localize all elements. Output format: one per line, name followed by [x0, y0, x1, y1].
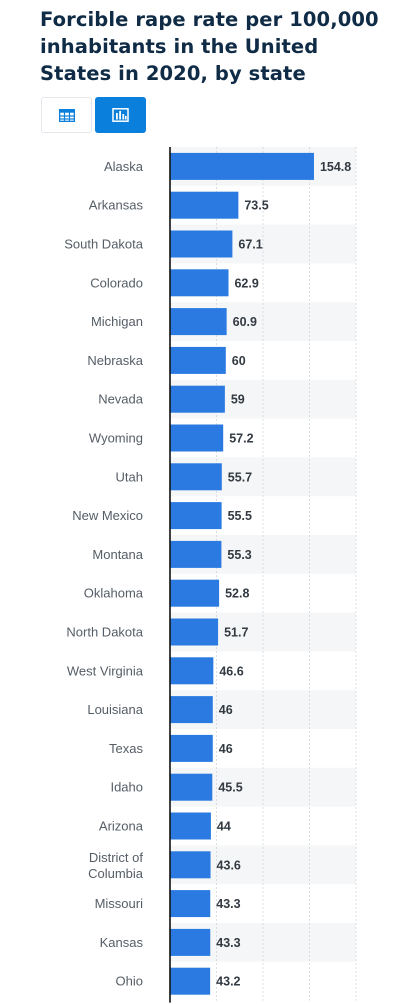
bar-nebraska	[170, 346, 226, 374]
category-label: Nevada	[98, 392, 144, 407]
value-label: 62.9	[234, 276, 258, 290]
bar-wyoming	[170, 424, 224, 452]
category-label: Louisiana	[87, 702, 143, 717]
bar-district-of-columbia	[170, 851, 211, 879]
value-label: 46	[219, 703, 233, 717]
bar-chart-view-button[interactable]	[95, 97, 146, 133]
value-label: 73.5	[244, 199, 268, 213]
bar-montana	[170, 540, 222, 568]
category-label: Michigan	[91, 314, 143, 329]
value-label: 55.7	[228, 470, 252, 484]
category-label: Utah	[116, 469, 143, 484]
category-label: Missouri	[95, 896, 144, 911]
value-label: 154.8	[320, 160, 351, 174]
bar-michigan	[170, 308, 227, 336]
table-icon	[58, 108, 75, 122]
value-label: 51.7	[224, 626, 248, 640]
category-label: Ohio	[116, 974, 143, 989]
category-label: Arizona	[99, 819, 144, 834]
bar-north-dakota	[170, 618, 219, 646]
category-label: South Dakota	[64, 237, 144, 252]
category-label: Nebraska	[87, 353, 143, 368]
value-label: 43.2	[216, 975, 240, 989]
bar-chart: Alaska 154.8 Arkansas 73.5 South Dakota 67.1 C…	[64, 147, 357, 1003]
category-label: District of Columbia	[88, 850, 144, 881]
value-label: 60.9	[233, 315, 257, 329]
bar-louisiana	[170, 696, 213, 724]
value-label: 52.8	[225, 587, 249, 601]
value-label: 43.3	[216, 897, 240, 911]
bar-south-dakota	[170, 230, 233, 258]
category-label: North Dakota	[66, 625, 143, 640]
bar-colorado	[170, 269, 229, 297]
value-label: 55.3	[227, 548, 251, 562]
bar-arkansas	[170, 191, 239, 219]
category-label: New Mexico	[72, 508, 143, 523]
value-label: 55.5	[228, 509, 252, 523]
value-label: 46	[219, 742, 233, 756]
category-label: Colorado	[90, 275, 143, 290]
bar-oklahoma	[170, 579, 220, 607]
value-label: 57.2	[229, 432, 253, 446]
bar-missouri	[170, 890, 211, 918]
category-label: Arkansas	[89, 198, 144, 213]
value-label: 43.3	[216, 936, 240, 950]
value-label: 43.6	[217, 858, 241, 872]
bar-new-mexico	[170, 502, 222, 530]
bar-utah	[170, 463, 222, 491]
value-label: 67.1	[238, 238, 262, 252]
bar-west-virginia	[170, 657, 214, 685]
bar-nevada	[170, 385, 225, 413]
value-label: 60	[232, 354, 246, 368]
value-label: 44	[217, 820, 231, 834]
bar-idaho	[170, 773, 213, 801]
bar-arizona	[170, 812, 211, 840]
category-label: Oklahoma	[84, 586, 144, 601]
category-label: Montana	[92, 547, 143, 562]
category-label: Alaska	[104, 159, 144, 174]
value-label: 46.6	[219, 664, 243, 678]
category-label: Kansas	[100, 935, 144, 950]
bar-kansas	[170, 928, 211, 956]
category-label: Idaho	[110, 780, 143, 795]
bar-chart-icon	[112, 108, 129, 122]
table-view-button[interactable]	[41, 97, 92, 133]
bar-ohio	[170, 967, 211, 995]
value-label: 59	[231, 393, 245, 407]
category-label: West Virginia	[67, 663, 144, 678]
chart-title: Forcible rape rate per 100,000 inhabitan…	[40, 8, 379, 85]
value-label: 45.5	[218, 781, 242, 795]
category-label: Texas	[109, 741, 143, 756]
bar-alaska	[170, 152, 314, 180]
bar-texas	[170, 734, 213, 762]
category-label: Wyoming	[89, 431, 143, 446]
